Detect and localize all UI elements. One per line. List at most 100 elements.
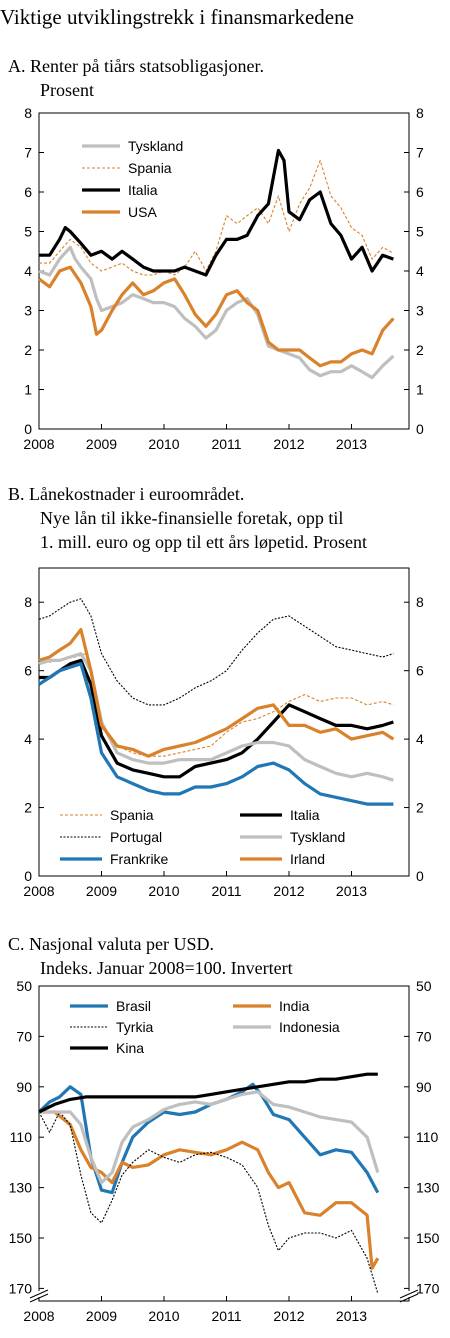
x-tick-label: 2009 [86, 436, 117, 452]
y-tick-label: 2 [24, 800, 32, 816]
y-tick-label: 1 [24, 382, 32, 398]
y-tick-label: 3 [24, 303, 32, 319]
axis-break-mark [399, 1293, 419, 1303]
panel-title-line: Nye lån til ikke-finansielle foretak, op… [40, 508, 343, 528]
series-line-tyskland [38, 245, 395, 380]
series-line-brasil [37, 1082, 380, 1195]
panel-title-line: Indeks. Januar 2008=100. Invertert [40, 958, 293, 978]
y-tick-label-right: 170 [416, 1280, 440, 1296]
y-tick-label: 4 [24, 731, 32, 747]
y-tick-label-right: 90 [416, 1079, 432, 1095]
y-tick-label: 0 [24, 421, 32, 437]
series-line-indonesia [39, 1090, 380, 1185]
series-line-tyrkia [38, 1111, 379, 1294]
x-tick-label: 2013 [336, 883, 367, 899]
plot-frame [38, 112, 410, 430]
legend-label: Brasil [116, 998, 151, 1014]
panel-title-line: Prosent [40, 80, 94, 100]
y-tick-label-right: 3 [416, 303, 424, 319]
x-tick-label: 2008 [23, 1308, 54, 1324]
y-tick-label: 50 [16, 978, 32, 994]
legend-label: Spania [110, 807, 154, 823]
legend-label: Spania [128, 160, 172, 176]
y-tick-label-right: 150 [416, 1230, 440, 1246]
y-tick-label: 0 [24, 868, 32, 884]
y-tick-label: 130 [9, 1180, 33, 1196]
y-tick-label-right: 0 [416, 421, 424, 437]
y-tick-label: 5 [24, 224, 32, 240]
legend-label: Italia [290, 807, 320, 823]
y-tick-label-right: 4 [416, 263, 424, 279]
y-tick-label-right: 6 [416, 184, 424, 200]
series-line-italia [39, 148, 394, 277]
y-tick-label: 90 [16, 1079, 32, 1095]
y-tick-label-right: 0 [416, 868, 424, 884]
legend-label: Italia [128, 182, 158, 198]
series-line-spania [39, 159, 394, 276]
x-tick-label: 2012 [273, 436, 304, 452]
chart-panel-2: C. Nasjonal valuta per USD. Indeks. Janua… [8, 934, 440, 1324]
axis-break-mark [399, 1289, 419, 1299]
y-tick-label-right: 110 [416, 1129, 439, 1145]
y-tick-label: 7 [24, 145, 32, 161]
y-tick-label: 110 [10, 1129, 33, 1145]
legend-label: Frankrike [110, 851, 169, 867]
y-tick-label: 4 [24, 263, 32, 279]
series-line-portugal [38, 598, 394, 706]
x-tick-label: 2008 [23, 436, 54, 452]
panel-title-line: 1. mill. euro og opp til ett års løpetid… [40, 532, 367, 552]
x-tick-label: 2010 [148, 1308, 179, 1324]
x-tick-label: 2011 [211, 1308, 241, 1324]
y-tick-label-right: 7 [416, 145, 424, 161]
y-tick-label-right: 50 [416, 978, 432, 994]
legend-label: Tyskland [290, 829, 345, 845]
x-tick-label: 2013 [336, 1308, 367, 1324]
y-tick-label: 170 [9, 1280, 33, 1296]
legend-label: Tyrkia [116, 1019, 154, 1035]
y-tick-label-right: 6 [416, 663, 424, 679]
y-tick-label-right: 70 [416, 1028, 432, 1044]
series-line-india [39, 1110, 380, 1270]
panel-title-line: A. Renter på tiårs statsobligasjoner. [8, 56, 264, 76]
y-tick-label-right: 8 [416, 594, 424, 610]
y-tick-label: 150 [9, 1230, 33, 1246]
x-tick-label: 2009 [86, 1308, 117, 1324]
panel-title-line: B. Lånekostnader i euroområdet. [8, 484, 244, 504]
y-tick-label-right: 2 [416, 800, 424, 816]
x-tick-label: 2009 [86, 883, 117, 899]
x-tick-label: 2010 [148, 883, 179, 899]
chart-panel-1: B. Lånekostnader i euroområdet. Nye lån t… [8, 484, 424, 899]
y-tick-label: 8 [24, 105, 32, 121]
y-tick-label-right: 4 [416, 731, 424, 747]
y-tick-label-right: 5 [416, 224, 424, 240]
x-tick-label: 2011 [211, 436, 241, 452]
x-tick-label: 2011 [211, 883, 241, 899]
y-tick-label-right: 130 [416, 1180, 440, 1196]
y-tick-label: 70 [16, 1028, 32, 1044]
chart-panel-0: A. Renter på tiårs statsobligasjoner. Pro… [8, 56, 424, 452]
x-tick-label: 2012 [273, 883, 304, 899]
y-tick-label: 8 [24, 594, 32, 610]
figure-title: Viktige utviklingstrekk i finansmarkeden… [0, 5, 354, 29]
legend-label: Tyskland [128, 138, 183, 154]
legend-label: USA [128, 204, 157, 220]
panel-title-line: C. Nasjonal valuta per USD. [8, 934, 214, 954]
x-tick-label: 2012 [273, 1308, 304, 1324]
axis-break-mark [29, 1289, 49, 1299]
series-line-frankrike [38, 662, 394, 806]
x-tick-label: 2013 [336, 436, 367, 452]
series-line-kina [38, 1072, 378, 1114]
x-tick-label: 2010 [148, 436, 179, 452]
legend-label: Indonesia [279, 1019, 340, 1035]
y-tick-label: 2 [24, 342, 32, 358]
axis-break-mark [29, 1293, 49, 1303]
y-tick-label: 6 [24, 663, 32, 679]
legend-label: Kina [116, 1040, 144, 1056]
series-line-usa [38, 265, 395, 368]
y-tick-label-right: 2 [416, 342, 424, 358]
plot-frame [38, 985, 410, 1302]
x-tick-label: 2008 [23, 883, 54, 899]
y-tick-label-right: 1 [416, 382, 424, 398]
series-line-tyskland [38, 651, 394, 782]
